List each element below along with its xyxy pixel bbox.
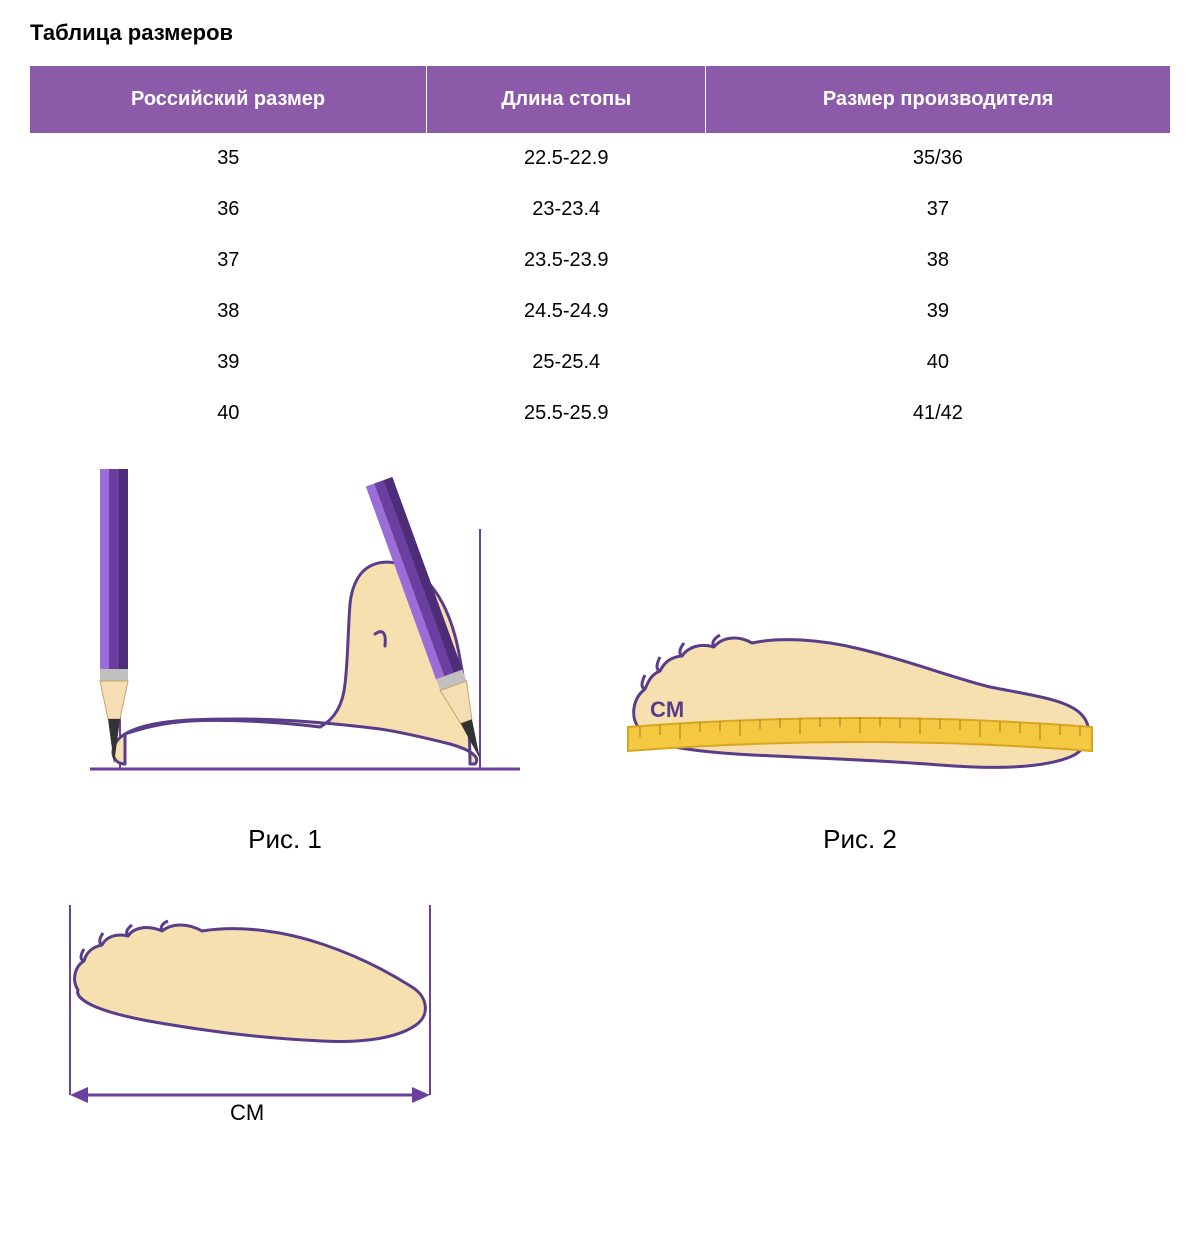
- table-cell: 38: [30, 286, 427, 337]
- col-header: Длина стопы: [427, 66, 706, 133]
- table-header-row: Российский размер Длина стопы Размер про…: [30, 66, 1170, 133]
- table-cell: 39: [706, 286, 1170, 337]
- table-cell: 38: [706, 235, 1170, 286]
- table-cell: 40: [706, 337, 1170, 388]
- table-cell: 24.5-24.9: [427, 286, 706, 337]
- table-cell: 22.5-22.9: [427, 133, 706, 184]
- pencil-left-icon: [100, 469, 128, 764]
- col-header: Российский размер: [30, 66, 427, 133]
- table-row: 36 23-23.4 37: [30, 184, 1170, 235]
- figure-2: CM Рис. 2: [620, 609, 1100, 855]
- figure-1-caption: Рис. 1: [248, 824, 322, 855]
- figure-2-caption: Рис. 2: [823, 824, 897, 855]
- table-cell: 36: [30, 184, 427, 235]
- table-row: 38 24.5-24.9 39: [30, 286, 1170, 337]
- figures-row-1: Рис. 1: [30, 469, 1170, 855]
- table-cell: 23.5-23.9: [427, 235, 706, 286]
- table-cell: 35/36: [706, 133, 1170, 184]
- sole-dimension-diagram-icon: CM: [30, 895, 460, 1125]
- table-row: 40 25.5-25.9 41/42: [30, 388, 1170, 439]
- sole-ruler-diagram-icon: CM: [620, 609, 1100, 799]
- table-cell: 23-23.4: [427, 184, 706, 235]
- cm-label: CM: [230, 1100, 264, 1125]
- table-cell: 37: [706, 184, 1170, 235]
- table-row: 35 22.5-22.9 35/36: [30, 133, 1170, 184]
- cm-label: CM: [650, 697, 684, 722]
- table-cell: 25-25.4: [427, 337, 706, 388]
- table-cell: 35: [30, 133, 427, 184]
- table-cell: 25.5-25.9: [427, 388, 706, 439]
- foot-side-diagram-icon: [30, 469, 540, 799]
- table-cell: 39: [30, 337, 427, 388]
- col-header: Размер производителя: [706, 66, 1170, 133]
- table-cell: 40: [30, 388, 427, 439]
- figure-1: Рис. 1: [30, 469, 540, 855]
- table-cell: 37: [30, 235, 427, 286]
- table-row: 39 25-25.4 40: [30, 337, 1170, 388]
- figure-3: CM: [30, 895, 1170, 1125]
- page-title: Таблица размеров: [30, 20, 1170, 46]
- table-cell: 41/42: [706, 388, 1170, 439]
- table-row: 37 23.5-23.9 38: [30, 235, 1170, 286]
- size-table: Российский размер Длина стопы Размер про…: [30, 66, 1170, 439]
